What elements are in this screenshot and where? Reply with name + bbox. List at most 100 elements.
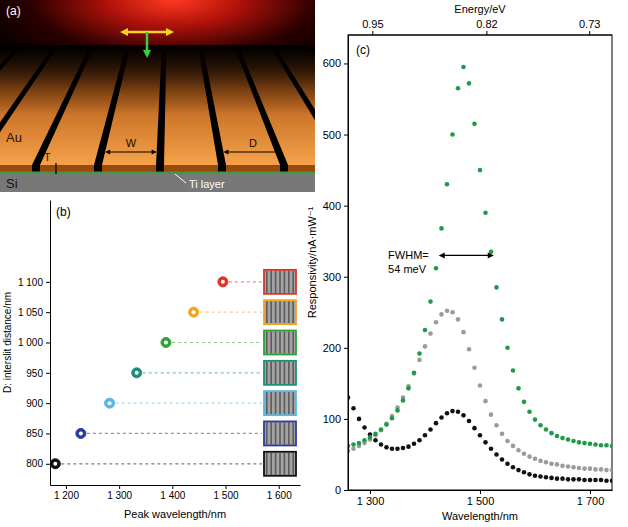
- point: [461, 413, 466, 418]
- point: [189, 307, 199, 317]
- sample-image-slit: [279, 422, 281, 444]
- point: [593, 478, 598, 483]
- ti-layer: [0, 172, 315, 174]
- x-axis-line: [51, 485, 301, 486]
- point-highlight: [135, 371, 139, 375]
- point: [577, 477, 582, 482]
- point: [439, 312, 444, 317]
- annotation-arrow-head: [488, 252, 494, 258]
- panel-c: 1 3001 5001 70001002003004005006000.950.…: [306, 3, 614, 522]
- point: [505, 346, 510, 351]
- point: [423, 344, 428, 349]
- point: [384, 445, 389, 450]
- x2-axis-line: [348, 35, 612, 36]
- x-axis-tick: 1 500: [214, 485, 239, 501]
- point: [417, 351, 422, 356]
- point: [373, 438, 378, 443]
- point: [577, 440, 582, 445]
- y-axis-tick-label: 900: [26, 398, 43, 409]
- point: [494, 452, 499, 457]
- point: [478, 168, 483, 173]
- point: [494, 423, 499, 428]
- x-axis: 1 3001 5001 700: [349, 490, 613, 507]
- sample-image-slit: [266, 332, 268, 354]
- point: [511, 465, 516, 470]
- y-axis-tick: 950: [26, 368, 50, 379]
- point: [390, 416, 395, 421]
- x-axis-title: Peak wavelength/nm: [124, 508, 226, 520]
- point: [571, 477, 576, 482]
- x2-axis-title: Energy/eV: [454, 3, 506, 15]
- point: [472, 365, 477, 370]
- sample-image: [264, 270, 296, 294]
- y-axis: 0100200300400500600: [323, 36, 349, 497]
- y-axis-tick: 1 000: [18, 337, 50, 348]
- y-axis-title: Responsivity/nA·mW⁻¹: [306, 206, 318, 318]
- stripe-front: [164, 165, 218, 172]
- point: [450, 132, 455, 137]
- sample-image-slit: [275, 301, 277, 323]
- sample-image-slit: [288, 453, 290, 475]
- y-axis-tick: 100: [323, 413, 348, 425]
- annotation-arrow-head: [439, 252, 445, 258]
- sample-image-slit: [288, 332, 290, 354]
- point: [516, 448, 521, 453]
- point: [384, 422, 389, 427]
- sample-image-slit: [284, 453, 286, 475]
- guide-line: [87, 433, 262, 434]
- x-axis-tick-mark: [66, 485, 67, 489]
- point: [604, 468, 609, 473]
- pointer: [175, 174, 186, 183]
- x2-axis-tick: 0.82: [476, 18, 497, 35]
- y-axis-tick: 1 050: [18, 307, 50, 318]
- material-label: Si: [6, 176, 18, 191]
- point-highlight: [108, 401, 112, 405]
- y-axis-tick-label: 1 050: [18, 307, 43, 318]
- point: [582, 478, 587, 483]
- y-axis-tick-label: 600: [323, 57, 341, 69]
- point: [527, 454, 532, 459]
- point: [445, 182, 450, 187]
- sample-image-frame: [264, 452, 296, 476]
- point: [478, 433, 483, 438]
- y-axis-tick: 300: [323, 271, 348, 283]
- sample-image-bg: [264, 452, 296, 476]
- sample-image: [264, 421, 296, 445]
- point: [417, 358, 422, 363]
- point: [489, 412, 494, 417]
- panel-b: 1 2001 3001 4001 5001 6008008509009501 0…: [2, 201, 301, 521]
- point: [439, 226, 444, 231]
- point: [445, 309, 450, 314]
- sample-image-slit: [284, 392, 286, 414]
- point: [434, 266, 439, 271]
- point: [566, 464, 571, 469]
- point: [467, 419, 472, 424]
- sample-image-slit: [270, 332, 272, 354]
- sample-image-frame: [264, 270, 296, 294]
- material-label: Ti layer: [189, 178, 225, 190]
- y-axis-tick-label: 300: [323, 271, 341, 283]
- point: [218, 277, 228, 287]
- point: [599, 478, 604, 483]
- point: [450, 409, 455, 414]
- point: [351, 446, 356, 451]
- point: [505, 461, 510, 466]
- x2-axis-tick: 0.95: [362, 18, 383, 35]
- point: [351, 406, 356, 411]
- point: [423, 433, 428, 438]
- y-axis-tick-mark: [344, 490, 348, 491]
- y-axis-tick: 0: [335, 484, 348, 496]
- sample-image-frame: [264, 300, 296, 324]
- y-axis-tick-label: 850: [26, 428, 43, 439]
- point: [588, 466, 593, 471]
- point: [516, 386, 521, 391]
- sample-image: [264, 361, 296, 385]
- point: [456, 86, 461, 91]
- dimension-arrow-head: [223, 150, 228, 155]
- y-axis-tick-label: 500: [323, 129, 341, 141]
- panel-a: (a)AuSiTi layerTWD: [0, 0, 315, 192]
- point-highlight: [53, 462, 57, 466]
- sample-image-slit: [266, 453, 268, 475]
- sample-image: [264, 331, 296, 355]
- annotation-arrow: [444, 255, 489, 256]
